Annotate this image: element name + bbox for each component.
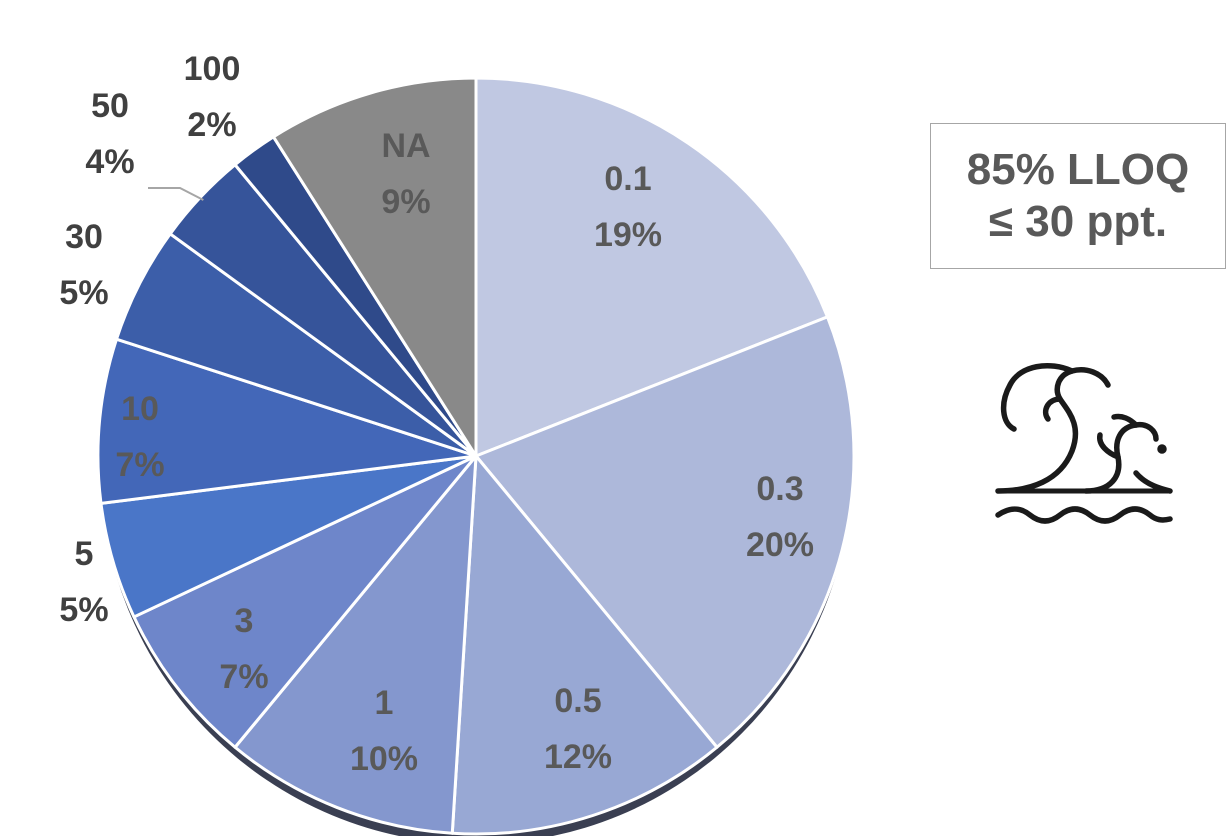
ocean-waves-icon — [995, 362, 1173, 524]
slice-pct-100: 2% — [187, 106, 236, 144]
slice-label-0-1: 0.1 — [604, 160, 651, 198]
slice-label-na: NA — [381, 127, 430, 165]
slice-label-0-3: 0.3 — [756, 470, 803, 508]
slice-pct-0-1: 19% — [594, 216, 662, 254]
slice-label-0-5: 0.5 — [554, 682, 601, 720]
callout-line-1: 85% LLOQ — [966, 145, 1190, 194]
pie-chart: 0.1 19% 0.3 20% 0.5 12% 1 10% 3 7% 5 5% 10 7% 30 5% 50 4%… — [59, 50, 856, 836]
slice-label-10: 10 — [121, 390, 159, 428]
slice-pct-na: 9% — [381, 183, 430, 221]
pie-slice-3 — [132, 454, 478, 749]
pie-slice-0-1 — [474, 76, 829, 458]
slice-pct-0-3: 20% — [746, 526, 814, 564]
slice-pct-30: 5% — [59, 274, 108, 312]
slice-pct-5: 5% — [59, 591, 108, 629]
pie-slice-10 — [96, 337, 478, 505]
slice-label-1: 1 — [375, 684, 394, 722]
slice-label-30: 30 — [65, 218, 103, 256]
pie-slice-1 — [233, 454, 478, 835]
pie-slice-na — [271, 76, 478, 458]
slice-pct-0-5: 12% — [544, 738, 612, 776]
slice-label-50: 50 — [91, 87, 129, 125]
callout-line-2: ≤ 30 ppt. — [988, 197, 1168, 246]
slice-pct-1: 10% — [350, 740, 418, 778]
slice-pct-50: 4% — [85, 143, 134, 181]
pie-slice-0-3 — [474, 315, 856, 749]
slice-label-5: 5 — [75, 535, 94, 573]
pie-slice-0-5 — [450, 454, 719, 836]
slice-label-100: 100 — [184, 50, 241, 88]
llod-callout-box: 85% LLOQ ≤ 30 ppt. — [930, 123, 1226, 269]
leader-line-50 — [148, 187, 204, 201]
slice-pct-3: 7% — [219, 658, 268, 696]
slice-pct-10: 7% — [115, 446, 164, 484]
slice-label-3: 3 — [235, 602, 254, 640]
